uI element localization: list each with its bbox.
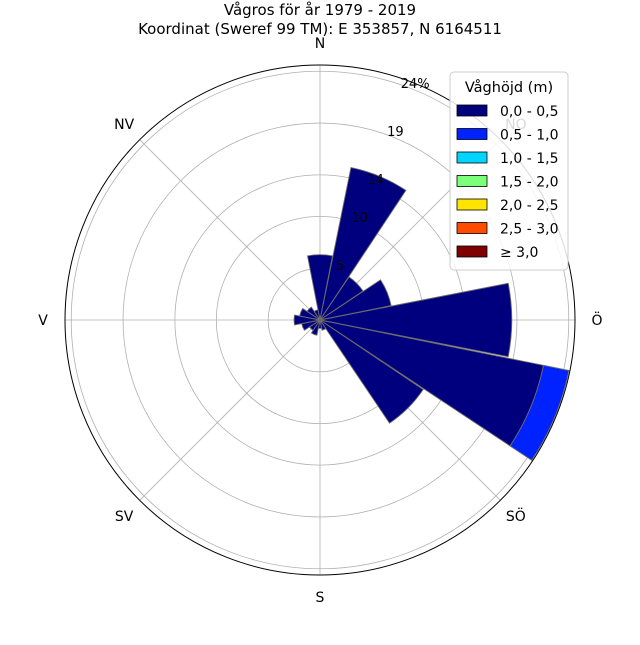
radial-tick-labels: 5 10 14 19 24%: [336, 77, 430, 274]
rose-bars: [293, 167, 570, 461]
rose-bar: [306, 306, 321, 321]
legend-swatch: [456, 151, 488, 164]
legend-swatch: [456, 128, 488, 140]
direction-label: Ö: [591, 311, 602, 329]
legend: Våghöjd (m) 0,0 - 0,5 0,5 - 1,0 1,0 - 1,5 1…: [449, 71, 569, 271]
polar-frame: [64, 64, 576, 576]
rose-bar: [319, 282, 513, 358]
chart-title: Vågros för år 1979 - 2019: [224, 1, 416, 19]
rose-bar: [319, 319, 424, 424]
legend-swatch: [456, 175, 488, 187]
legend-label: 1,5 - 2,0: [500, 175, 558, 191]
direction-label: NV: [114, 117, 134, 133]
radial-tick-label: 10: [351, 211, 368, 226]
rose-bar: [319, 167, 407, 321]
direction-label: N: [315, 36, 325, 52]
direction-label: V: [38, 313, 48, 329]
grid-ring: [122, 122, 518, 518]
grid-spoke: [139, 319, 321, 501]
legend-label: ≥ 3,0: [500, 245, 538, 261]
rose-bar: [319, 319, 327, 331]
legend-swatch: [456, 222, 488, 234]
rose-bar: [313, 309, 321, 321]
grid-ring: [70, 70, 570, 570]
legend-title: Våghöjd (m): [465, 79, 553, 96]
rose-bar: [293, 314, 321, 326]
legend-label: 0,5 - 1,0: [500, 128, 558, 144]
radial-tick-label: 19: [387, 125, 404, 140]
radial-tick-label: 24%: [401, 77, 430, 92]
direction-label: S: [316, 590, 325, 606]
direction-label: SV: [115, 509, 134, 525]
rose-bar: [319, 279, 392, 321]
legend-box: [449, 71, 569, 271]
radial-tick-label: 5: [336, 259, 344, 274]
radial-tick-label: 14: [367, 173, 384, 188]
legend-label: 2,0 - 2,5: [500, 198, 558, 214]
grid-spoke: [139, 139, 321, 321]
rose-bar: [509, 364, 570, 461]
legend-label: 1,0 - 1,5: [500, 151, 558, 167]
legend-swatch: [456, 198, 488, 211]
legend-swatch: [456, 245, 488, 258]
rose-bar: [306, 254, 334, 321]
legend-label: 0,0 - 0,5: [500, 104, 558, 120]
chart-subtitle: Koordinat (Sweref 99 TM): E 353857, N 61…: [138, 20, 502, 38]
direction-label: SÖ: [506, 507, 526, 525]
legend-label: 2,5 - 3,0: [500, 222, 558, 238]
rose-bar: [299, 307, 321, 321]
legend-swatch: [456, 104, 488, 117]
